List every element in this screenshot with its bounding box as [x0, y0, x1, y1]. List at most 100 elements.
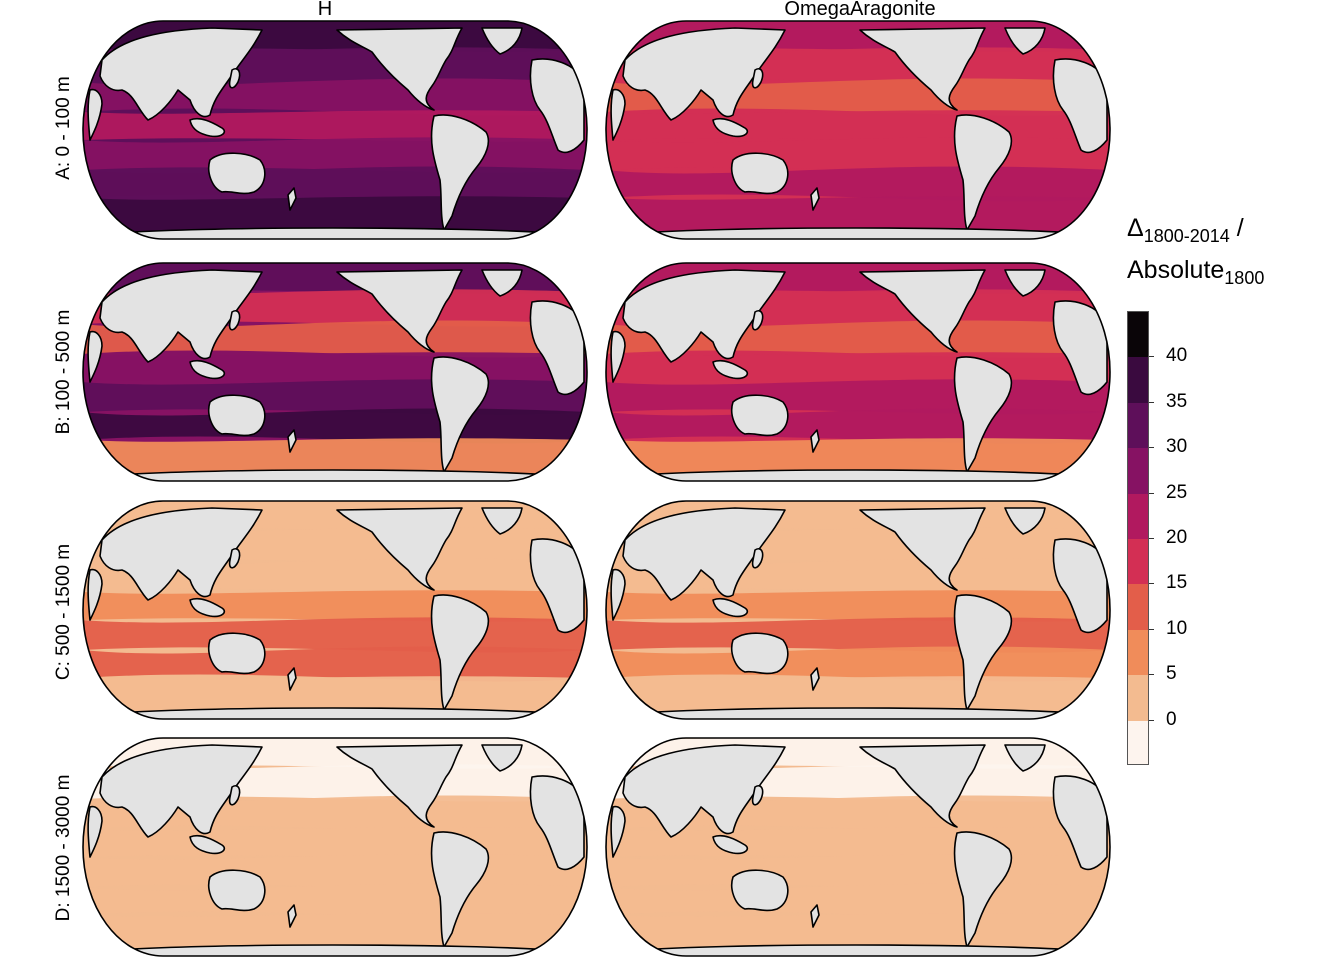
- greenland: [1004, 269, 1046, 297]
- north-america-landmass: [859, 269, 986, 353]
- map-outline: [82, 500, 588, 720]
- colorbar-segment: [1128, 675, 1148, 721]
- colorbar-tick-mark: [1149, 583, 1154, 585]
- asia-landmass: [622, 27, 786, 121]
- map-outline: [82, 737, 588, 957]
- australia-landmass: [730, 632, 789, 675]
- new-zealand: [287, 429, 297, 453]
- colorbar-tick-mark: [1149, 719, 1154, 721]
- japan-island: [751, 547, 764, 569]
- maritime-continent: [712, 834, 749, 855]
- world-map: [82, 262, 588, 482]
- map-outline: [605, 262, 1111, 482]
- contour-band: [606, 110, 1110, 142]
- colorbar-tick-mark: [1149, 356, 1154, 358]
- australia-landmass: [207, 869, 266, 912]
- new-zealand: [810, 667, 820, 691]
- colorbar-segment: [1128, 402, 1148, 449]
- japan-island: [751, 67, 764, 89]
- south-america-landmass: [953, 594, 1013, 711]
- colorbar-segment: [1128, 493, 1148, 539]
- africa-edge: [610, 88, 626, 141]
- row-label-c: C: 500 - 1500 m: [53, 543, 74, 681]
- greenland: [481, 507, 523, 535]
- japan-island: [228, 67, 241, 89]
- greenland: [481, 269, 523, 297]
- map-panel-c-omega: [605, 500, 1111, 720]
- north-america-landmass: [859, 744, 986, 828]
- colorbar-segment: [1128, 720, 1148, 764]
- south-america-landmass: [430, 356, 490, 473]
- africa-edge: [87, 568, 103, 621]
- greenland: [1004, 744, 1046, 772]
- colorbar-tick-label: 35: [1166, 390, 1188, 412]
- new-zealand: [810, 904, 820, 928]
- africa-edge: [610, 330, 626, 383]
- south-america-landmass: [953, 356, 1013, 473]
- south-america-landmass: [430, 831, 490, 948]
- colorbar-tick-label: 0: [1166, 708, 1177, 730]
- colorbar-tick-mark: [1149, 492, 1154, 494]
- colorbar-tick-mark: [1149, 401, 1154, 403]
- asia-landmass: [99, 269, 263, 363]
- africa-edge: [87, 330, 103, 383]
- north-america-landmass: [859, 27, 986, 111]
- colorbar-tick-label: 25: [1166, 481, 1188, 503]
- asia-landmass: [99, 27, 263, 121]
- world-map: [605, 20, 1111, 240]
- contour-band: [606, 590, 1110, 622]
- japan-island: [228, 309, 241, 331]
- new-zealand: [810, 187, 820, 211]
- map-panel-a-h: [82, 20, 588, 240]
- new-zealand: [287, 187, 297, 211]
- africa-edge: [610, 805, 626, 858]
- africa-edge: [610, 568, 626, 621]
- row-label-d: D: 1500 - 3000 m: [53, 774, 74, 922]
- world-map: [82, 20, 588, 240]
- australia-landmass: [207, 394, 266, 437]
- australia-landmass: [207, 632, 266, 675]
- legend-title-line1: Δ1800-2014 /: [1127, 214, 1244, 246]
- world-map: [605, 262, 1111, 482]
- colorbar-segment: [1128, 584, 1148, 630]
- colorbar-tick-label: 40: [1166, 345, 1188, 367]
- maritime-continent: [189, 597, 226, 618]
- map-panel-b-omega: [605, 262, 1111, 482]
- new-zealand: [287, 904, 297, 928]
- column-title-omega-aragonite: OmegaAragonite: [784, 0, 936, 20]
- asia-landmass: [622, 507, 786, 601]
- map-panel-c-h: [82, 500, 588, 720]
- africa-edge: [87, 805, 103, 858]
- colorbar-tick-label: 15: [1166, 572, 1188, 594]
- japan-island: [228, 784, 241, 806]
- asia-landmass: [622, 269, 786, 363]
- colorbar-tick-mark: [1149, 447, 1154, 449]
- maritime-continent: [712, 359, 749, 380]
- maritime-continent: [189, 359, 226, 380]
- maritime-continent: [712, 597, 749, 618]
- japan-island: [751, 309, 764, 331]
- map-outline: [82, 20, 588, 240]
- greenland: [1004, 507, 1046, 535]
- colorbar-segment: [1128, 312, 1148, 358]
- greenland: [481, 744, 523, 772]
- contour-band: [83, 352, 587, 384]
- australia-landmass: [730, 394, 789, 437]
- south-america-landmass: [430, 594, 490, 711]
- legend-title-line2: Absolute1800: [1127, 256, 1265, 288]
- world-map: [605, 500, 1111, 720]
- map-panel-b-h: [82, 262, 588, 482]
- colorbar-tick-label: 5: [1166, 663, 1177, 685]
- new-zealand: [287, 667, 297, 691]
- north-america-landmass: [336, 269, 463, 353]
- map-panel-d-omega: [605, 737, 1111, 957]
- map-outline: [605, 500, 1111, 720]
- contour-band: [83, 590, 587, 622]
- south-america-landmass: [430, 114, 490, 231]
- maritime-continent: [189, 117, 226, 138]
- asia-landmass: [622, 744, 786, 838]
- colorbar-tick-label: 10: [1166, 617, 1188, 639]
- colorbar-segment: [1128, 538, 1148, 585]
- row-label-a: A: 0 - 100 m: [53, 76, 74, 180]
- world-map: [605, 737, 1111, 957]
